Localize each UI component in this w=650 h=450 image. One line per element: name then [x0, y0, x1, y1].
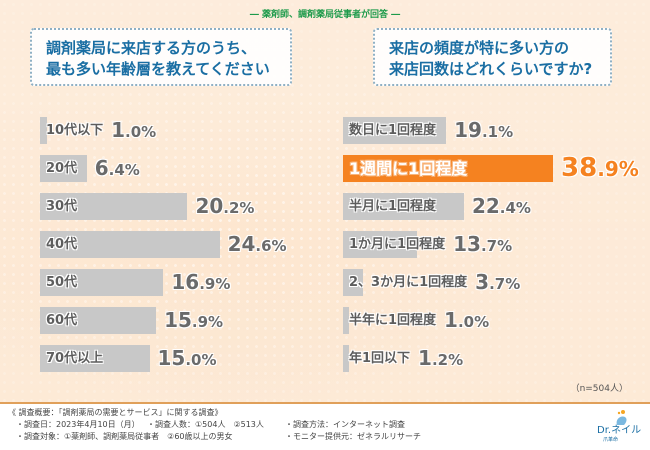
survey-target: ・調査対象：①薬剤師、調剤薬局従事者 ②60歳以上の男女	[16, 432, 233, 441]
survey-method: ・調査方法：インターネット調査	[285, 420, 405, 429]
category-label: 50代	[46, 275, 78, 290]
bar	[343, 193, 464, 220]
age-group-chart: 10代以下 1.0% 20代 6.4% 30代 20.2% 40代 24.6% 50代 16.9%…	[40, 117, 310, 377]
category-label: 1週間に1回程度	[349, 159, 468, 178]
bar	[40, 269, 164, 296]
question-box-left: 調剤薬局に来店する方のうち、 最も多い年齢層を教えてください	[30, 28, 292, 86]
survey-provider: ・モニター提供元：ゼネラルリサーチ	[285, 432, 421, 441]
category-label: 年1回以下	[349, 351, 411, 366]
bar	[343, 117, 447, 144]
category-label: 数日に1回程度	[349, 123, 437, 138]
survey-row: ・調査日：2023年4月10日（月） ・調査人数：①504人 ②513人 ・調査…	[8, 419, 421, 431]
bar	[343, 345, 350, 372]
category-label: 半月に1回程度	[349, 199, 437, 214]
category-label: 40代	[46, 237, 78, 252]
category-label: 1か月に1回程度	[349, 237, 446, 252]
value-label: 3.7%	[475, 270, 521, 294]
brand-logo: Dr.ネイル 爪革命	[597, 409, 643, 447]
value-label: 1.0%	[444, 308, 490, 332]
question-right-line-1: 来店の頻度が特に多い方の	[389, 39, 570, 57]
bar	[343, 155, 554, 182]
category-label: 70代以上	[46, 351, 104, 366]
category-label: 2、3か月に1回程度	[349, 275, 468, 290]
survey-row: ・調査対象：①薬剤師、調剤薬局従事者 ②60歳以上の男女 ・モニター提供元：ゼネ…	[8, 431, 421, 443]
category-label: 半年に1回程度	[349, 313, 437, 328]
value-label: 20.2%	[195, 194, 255, 218]
value-label: 6.4%	[94, 156, 140, 180]
bar	[40, 193, 188, 220]
survey-summary: 《 調査概要：「調剤薬局の需要とサービス」に関する調査》 ・調査日：2023年4…	[8, 407, 421, 443]
subtitle: ― 薬剤師、調剤薬局従事者が回答 ―	[249, 10, 401, 20]
question-box-right: 来店の頻度が特に多い方の 来店回数はどれくらいですか?	[373, 28, 612, 86]
bar	[40, 307, 157, 334]
bar	[343, 307, 349, 334]
value-label: 24.6%	[227, 232, 287, 256]
value-label: 16.9%	[171, 270, 231, 294]
survey-heading: 《 調査概要：「調剤薬局の需要とサービス」に関する調査》	[8, 408, 223, 417]
value-label: 19.1%	[454, 118, 514, 142]
category-label: 60代	[46, 313, 78, 328]
question-right-line-2: 来店回数はどれくらいですか?	[389, 60, 593, 78]
survey-date: ・調査日：2023年4月10日（月）	[16, 420, 140, 429]
value-label: 22.4%	[471, 194, 531, 218]
value-label: 15.0%	[157, 346, 217, 370]
question-left-line-1: 調剤薬局に来店する方のうち、	[46, 39, 257, 57]
value-label: 13.7%	[453, 232, 513, 256]
category-label: 10代以下	[46, 123, 104, 138]
logo-name: Dr.ネイル	[597, 425, 642, 436]
question-left-line-2: 最も多い年齢層を教えてください	[46, 60, 270, 78]
bar	[343, 269, 363, 296]
value-label: 38.9%	[561, 153, 639, 183]
bar	[343, 231, 417, 258]
foot-icon	[616, 410, 627, 425]
value-label: 1.2%	[418, 346, 464, 370]
value-label: 1.0%	[111, 118, 157, 142]
bar	[40, 117, 48, 144]
value-label: 15.9%	[164, 308, 224, 332]
category-label: 30代	[46, 199, 78, 214]
divider-line	[0, 402, 650, 404]
bar	[40, 345, 150, 372]
category-label: 20代	[46, 161, 78, 176]
bar	[40, 231, 220, 258]
bar	[40, 155, 87, 182]
survey-count: ・調査人数：①504人 ②513人	[147, 420, 264, 429]
visit-frequency-chart: 数日に1回程度 19.1% 1週間に1回程度 38.9% 半月に1回程度 22.4% 1か月…	[343, 117, 643, 377]
logo-subtitle: 爪革命	[603, 437, 619, 443]
sample-size-note: （n=504人）	[570, 384, 628, 394]
